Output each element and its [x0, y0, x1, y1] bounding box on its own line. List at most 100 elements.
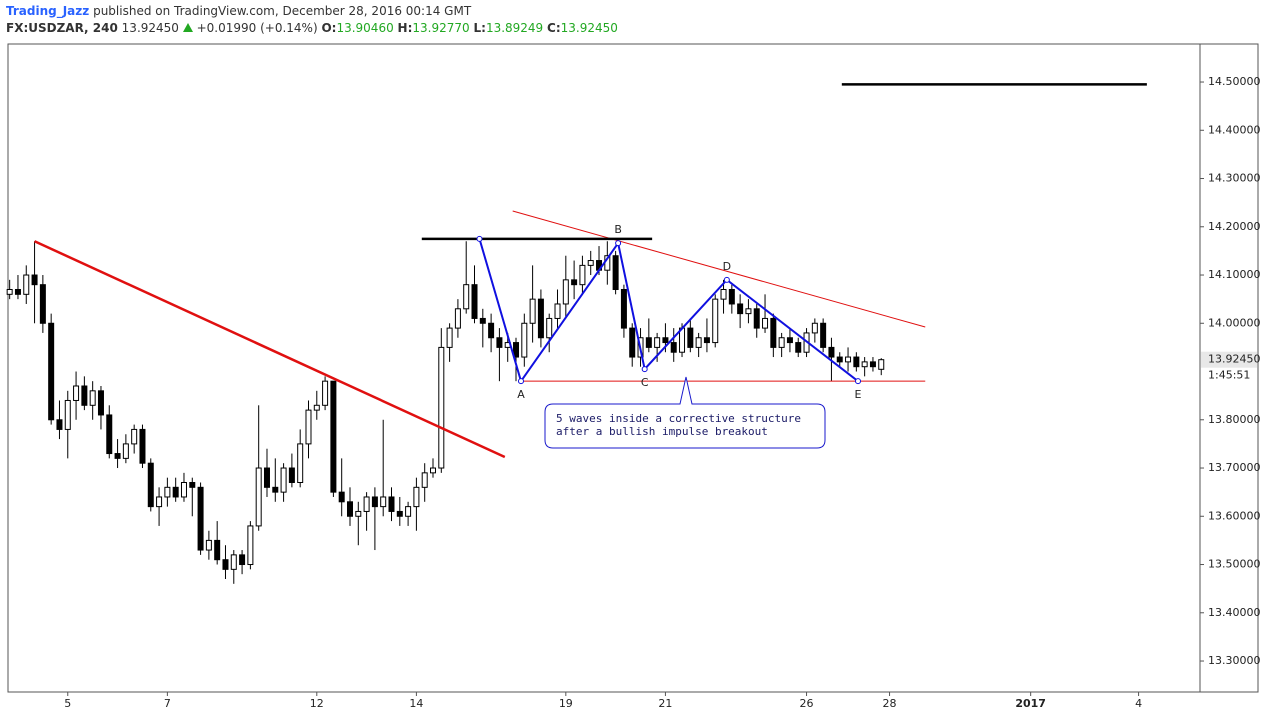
candle-body [430, 467, 437, 474]
candle-body [222, 559, 229, 570]
trend-line [34, 240, 506, 459]
candle-body [247, 525, 254, 566]
y-tick-label: 14.40000 [1208, 123, 1261, 136]
candle-body [230, 554, 237, 570]
ohlc-label: C: [547, 21, 561, 35]
published: published on TradingView.com, December 2… [93, 4, 472, 18]
x-tick-label: 14 [409, 697, 423, 710]
x-tick-label: 5 [64, 697, 71, 710]
x-tick-label: 2017 [1015, 697, 1046, 710]
y-tick-label: 14.20000 [1208, 220, 1261, 233]
header-line: FX:USDZAR, 240 13.92450 +0.01990 (+0.14%… [6, 20, 618, 37]
candle-body [853, 356, 860, 368]
wave-point [476, 235, 483, 242]
candle-body [355, 510, 362, 517]
candle-body [272, 486, 279, 493]
candle-body [396, 510, 403, 517]
candle-body [479, 317, 486, 324]
candle-body [363, 496, 370, 512]
header: Trading_Jazz published on TradingView.co… [6, 3, 618, 37]
candle-body [811, 322, 818, 334]
y-tick-label: 14.00000 [1208, 316, 1261, 329]
wave-label: D [723, 260, 731, 273]
price-axis [1199, 43, 1259, 693]
countdown: 1:45:51 [1208, 369, 1250, 382]
candle-body [6, 288, 13, 295]
candle-body [205, 539, 212, 551]
candle-body [338, 491, 345, 503]
candle-body [471, 284, 478, 319]
candle-body [687, 327, 694, 348]
candle-body [629, 327, 636, 358]
candle-body [645, 337, 652, 348]
candle-body [313, 404, 320, 411]
candle-body [878, 359, 885, 370]
candle-body [405, 506, 412, 517]
candle-body [869, 361, 876, 368]
candle-body [745, 308, 752, 315]
candle-body [612, 255, 619, 290]
ohlc-value: 13.92450 [560, 21, 618, 35]
x-tick-label: 26 [800, 697, 814, 710]
candle-body [64, 399, 71, 430]
candle-body [106, 414, 113, 455]
candle-body [587, 260, 594, 266]
header-line: Trading_Jazz published on TradingView.co… [6, 3, 618, 20]
candle-body [438, 346, 445, 469]
up-arrow [182, 23, 193, 32]
candle-body [263, 467, 270, 488]
candle-body [521, 322, 528, 358]
candle-body [820, 322, 827, 348]
candle-body [197, 486, 204, 551]
candle-body [31, 274, 38, 286]
wave-label: A [517, 388, 525, 401]
candle-body [97, 390, 104, 416]
wave-point [723, 276, 730, 283]
candle-body [670, 342, 677, 353]
candle-body [371, 496, 378, 508]
wave-label: E [855, 388, 862, 401]
candle-body [297, 443, 304, 483]
symbol: FX:USDZAR, 240 [6, 21, 118, 35]
wave-line [478, 238, 859, 384]
wave-point [855, 378, 862, 385]
candle-body [454, 308, 461, 329]
callout-box [544, 376, 826, 449]
candle-body [513, 342, 520, 358]
candle-body [695, 337, 702, 348]
candle-body [529, 298, 536, 324]
wave-label: B [614, 223, 622, 236]
x-tick-label: 21 [658, 697, 672, 710]
ohlc-value: 13.89249 [485, 21, 544, 35]
candle-body [488, 322, 495, 339]
candle-body [620, 288, 627, 329]
author[interactable]: Trading_Jazz [6, 4, 90, 18]
candle-body [322, 380, 329, 406]
callout: 5 waves inside a corrective structure af… [544, 376, 826, 449]
candle-body [388, 496, 395, 512]
y-tick-label: 13.70000 [1208, 461, 1261, 474]
candle-body [571, 279, 578, 286]
candle-body [214, 539, 221, 561]
candle-body [562, 279, 569, 305]
candle-body [786, 337, 793, 344]
candle-body [56, 419, 63, 430]
candle-body [255, 467, 262, 527]
y-tick-label: 13.60000 [1208, 509, 1261, 522]
last-price-label: 13.92450 [1208, 353, 1261, 366]
candle-body [654, 337, 661, 348]
candle-body [81, 385, 88, 406]
candle-body [496, 337, 503, 348]
candle-body [39, 284, 46, 324]
candle-body [330, 380, 337, 493]
candle-body [446, 327, 453, 348]
candle-body [720, 288, 727, 300]
candle-body [280, 467, 287, 493]
trend-line [512, 210, 926, 328]
candle-body [380, 496, 387, 508]
candle-body [845, 356, 852, 363]
candle-body [288, 467, 295, 483]
change: +0.01990 (+0.14%) [196, 21, 318, 35]
last-price-box [1201, 351, 1257, 368]
